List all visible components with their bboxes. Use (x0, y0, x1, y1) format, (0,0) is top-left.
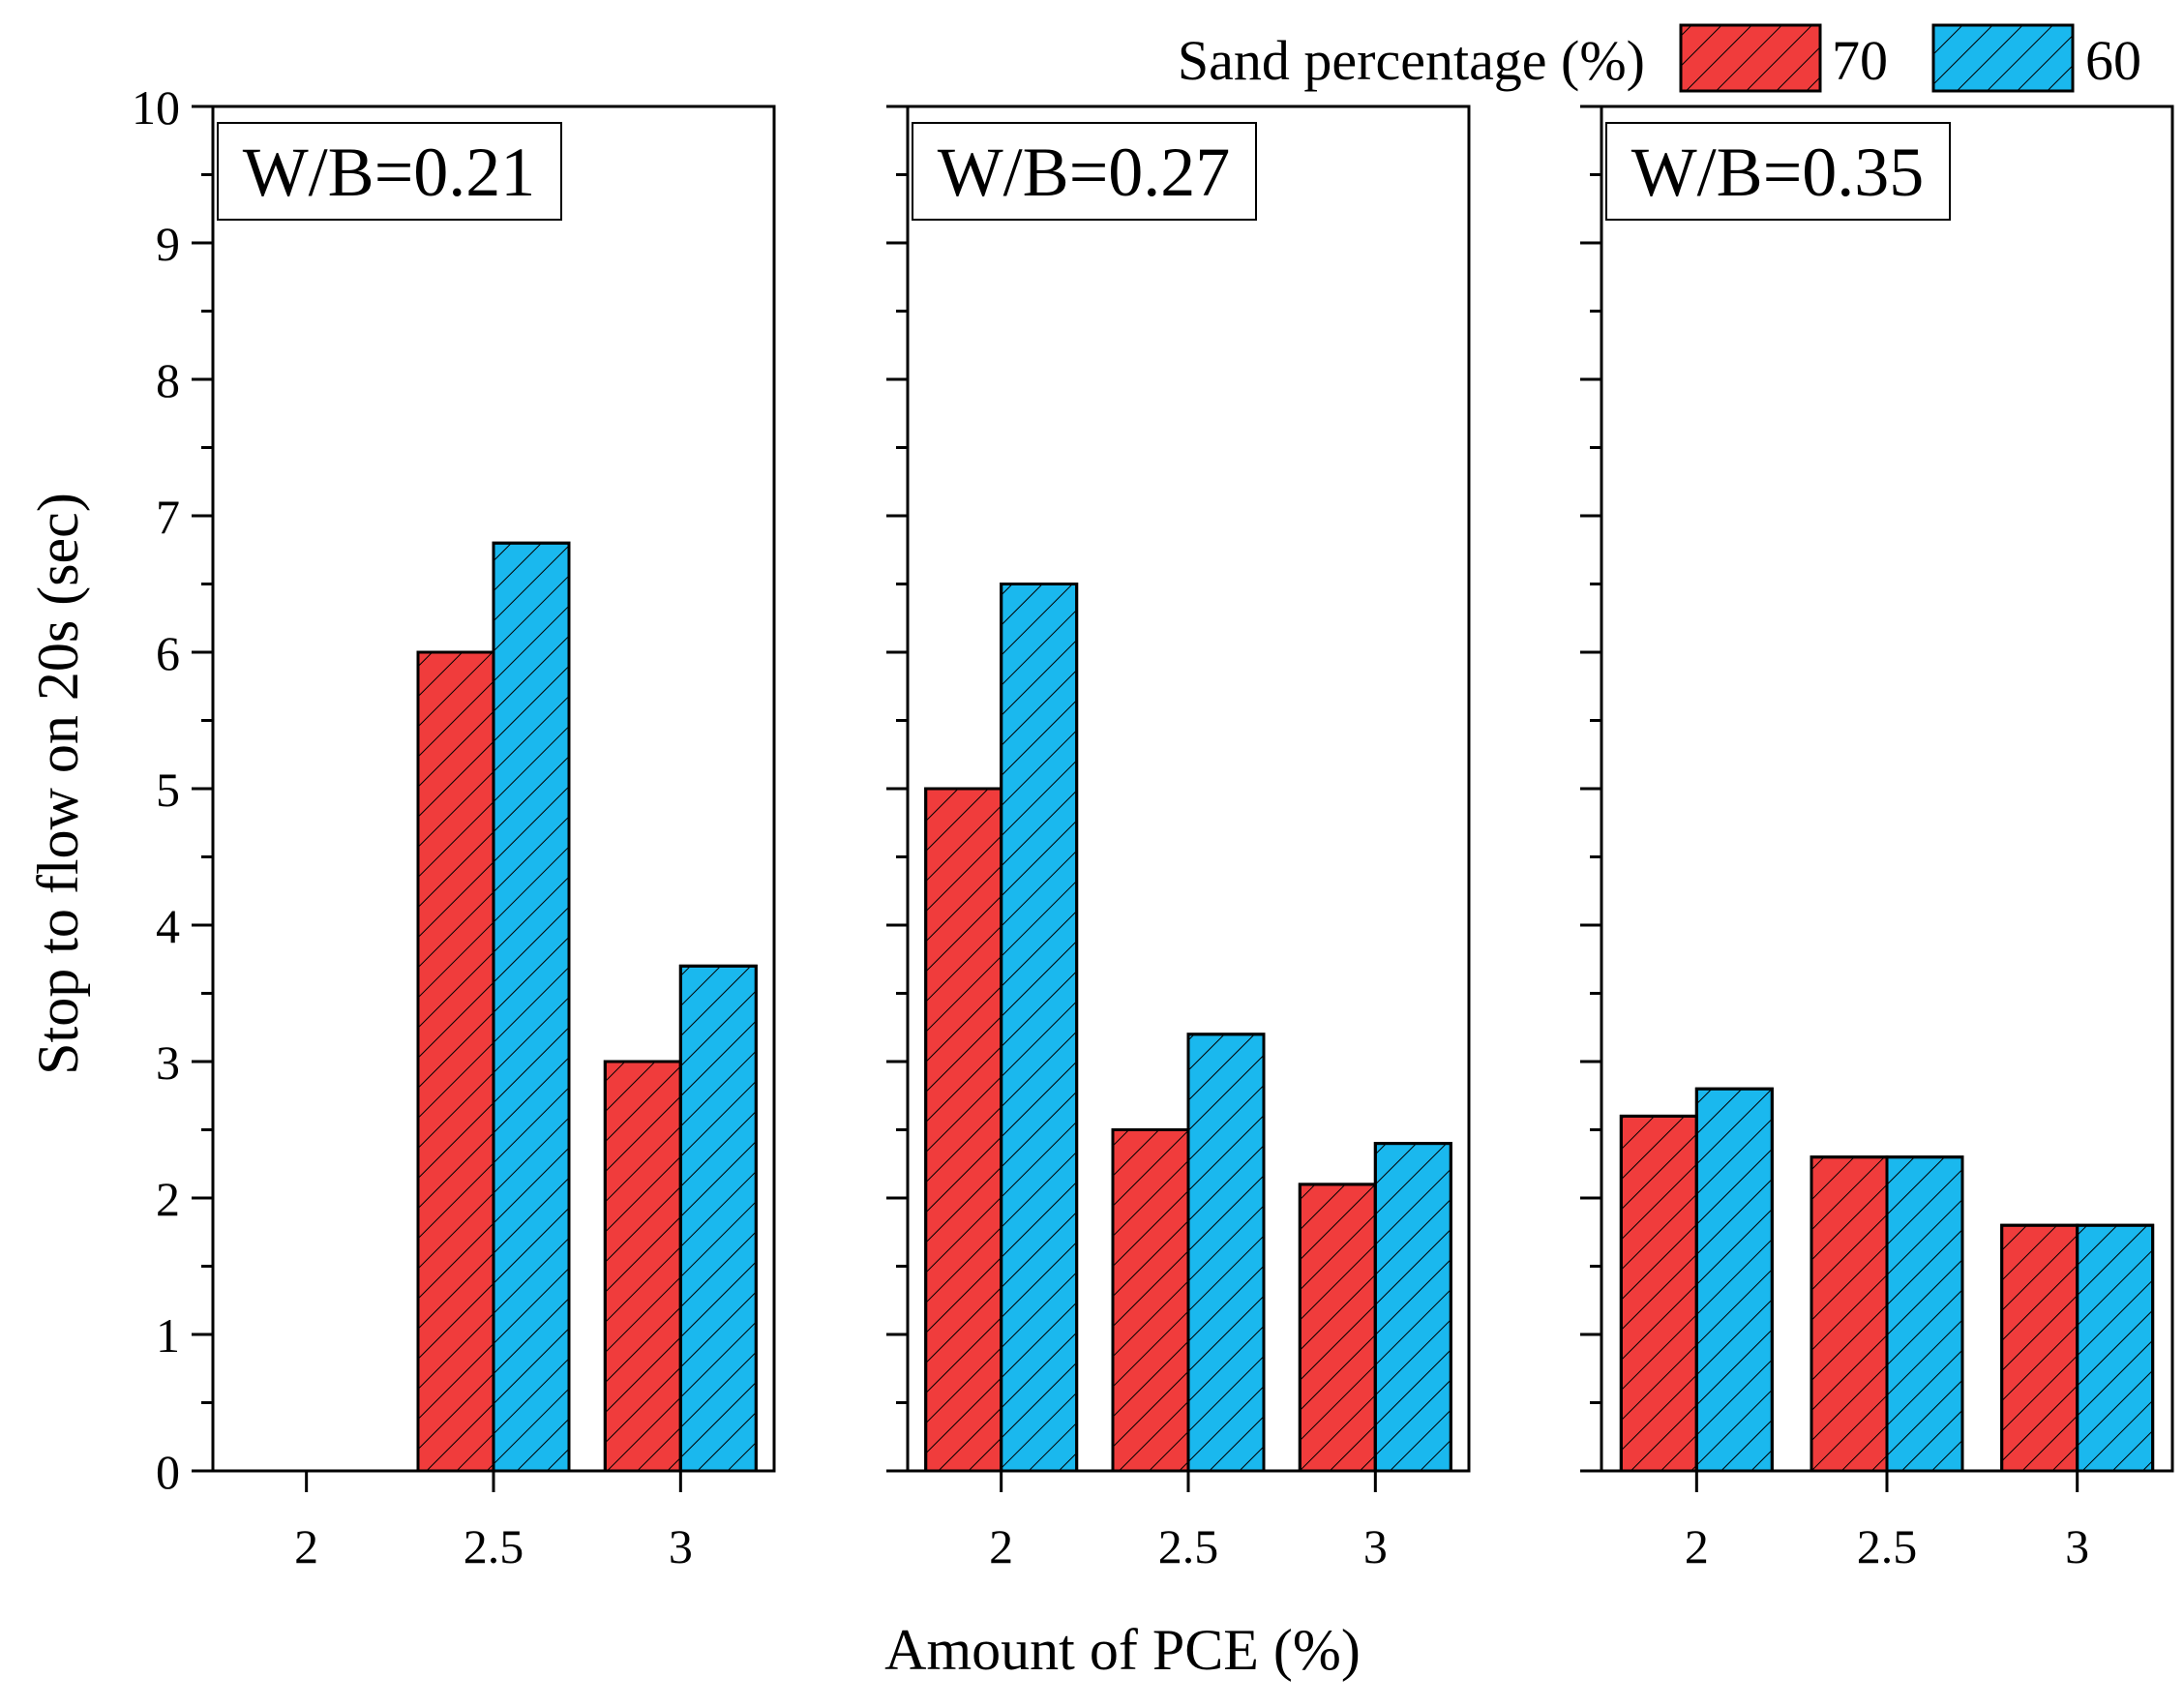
legend-swatch-70-hatch (1681, 25, 1820, 91)
bar-70-2.5 (1810, 1155, 1889, 1473)
panel-title-box: W/B=0.35 (1605, 122, 1951, 221)
bar-hatch (1000, 583, 1079, 1473)
panel-title-box: W/B=0.21 (217, 122, 562, 221)
legend-title: Sand percentage (%) (1178, 29, 1645, 92)
bar-hatch (416, 650, 495, 1473)
x-tick-label: 2.5 (1857, 1519, 1918, 1573)
bar-hatch (1885, 1155, 1964, 1473)
x-tick-label: 2 (294, 1519, 318, 1573)
y-tick-label: 2 (156, 1172, 180, 1226)
x-axis-label: Amount of PCE (%) (884, 1618, 1361, 1682)
bar-60-2.5 (492, 541, 571, 1473)
panel-title: W/B=0.27 (938, 134, 1231, 211)
x-tick-label: 3 (1363, 1519, 1388, 1573)
bar-60-3 (678, 964, 758, 1473)
legend-label-70: 70 (1832, 29, 1888, 92)
y-tick-label: 3 (156, 1035, 180, 1090)
bar-hatch (603, 1060, 682, 1473)
bar-hatch (1619, 1114, 1698, 1473)
bar-hatch (678, 964, 758, 1473)
bar-hatch (1373, 1142, 1452, 1473)
panel-title: W/B=0.21 (243, 134, 536, 211)
y-tick-label: 4 (156, 899, 180, 953)
legend: Sand percentage (%) 70 60 (1178, 23, 2141, 93)
bar-hatch (2000, 1223, 2079, 1473)
y-tick-label: 6 (156, 626, 180, 680)
panel-2: 2 2.5 3 W/B=0.27 (886, 105, 1471, 1573)
bar-60-2.5 (1186, 1033, 1266, 1473)
bar-70-2.5 (1111, 1128, 1190, 1473)
bar-70-2.5 (416, 650, 495, 1473)
y-axis-label: Stop to flow on 20s (sec) (26, 493, 90, 1075)
y-tick-label: 5 (156, 763, 180, 817)
y-tick-label: 0 (156, 1445, 180, 1499)
bar-hatch (1810, 1155, 1889, 1473)
y-tick-label: 7 (156, 490, 180, 544)
bar-70-3 (1298, 1183, 1377, 1473)
bar-hatch (492, 541, 571, 1473)
x-tick-label: 3 (669, 1519, 693, 1573)
panel-title: W/B=0.35 (1631, 134, 1925, 211)
panel-title-frame (912, 122, 1257, 221)
bar-60-2 (1000, 583, 1079, 1473)
panel-title-frame (217, 122, 562, 221)
bar-70-3 (2000, 1223, 2079, 1473)
y-tick-label: 8 (156, 353, 180, 407)
bar-60-2 (1694, 1087, 1774, 1473)
legend-swatch-60-hatch (1933, 25, 2073, 91)
y-tick-label: 10 (132, 80, 180, 135)
bar-60-2.5 (1885, 1155, 1964, 1473)
bar-hatch (1298, 1183, 1377, 1473)
bar-60-3 (2076, 1223, 2155, 1473)
y-tick-label: 9 (156, 217, 180, 271)
x-tick-label: 2.5 (1158, 1519, 1219, 1573)
y-tick-label: 1 (156, 1308, 180, 1363)
bar-60-3 (1373, 1142, 1452, 1473)
panel-title-box: W/B=0.27 (912, 122, 1257, 221)
bar-hatch (2076, 1223, 2155, 1473)
legend-label-60: 60 (2085, 29, 2141, 92)
x-tick-label: 2.5 (464, 1519, 524, 1573)
bar-hatch (1694, 1087, 1774, 1473)
bar-70-2 (1619, 1114, 1698, 1473)
x-tick-label: 3 (2065, 1519, 2089, 1573)
x-tick-label: 2 (1685, 1519, 1709, 1573)
bar-70-2 (924, 787, 1003, 1473)
bar-hatch (924, 787, 1003, 1473)
bar-70-3 (603, 1060, 682, 1473)
bar-hatch (1186, 1033, 1266, 1473)
panel-3: 2 2.5 3 W/B=0.35 (1580, 105, 2174, 1573)
bar-hatch (1111, 1128, 1190, 1473)
panel-1: 0 1 2 3 4 5 6 7 8 9 10 2 2.5 3 W/B=0.21 (132, 80, 776, 1573)
panel-title-frame (1605, 122, 1951, 221)
x-tick-label: 2 (989, 1519, 1013, 1573)
